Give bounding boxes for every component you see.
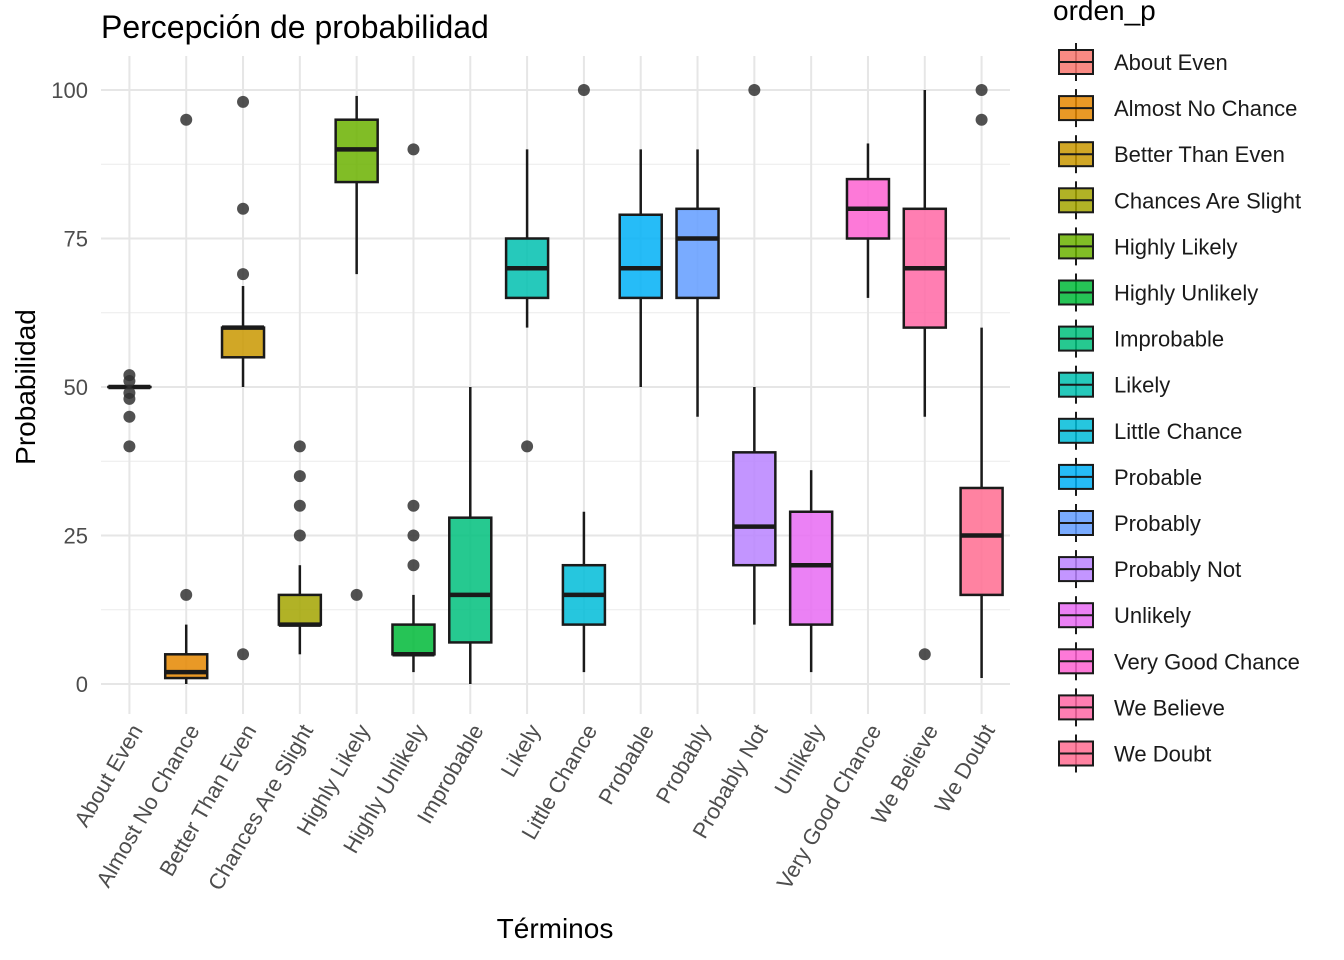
x-axis-title: Términos [497,913,614,944]
legend-label: Highly Unlikely [1114,281,1258,306]
outlier-point [407,499,420,512]
box-chances-are-slight [277,440,323,655]
legend-item: Unlikely [1058,596,1191,635]
box-unlikely [788,470,834,673]
outlier-point [521,440,534,453]
legend-item: Little Chance [1058,411,1242,450]
legend-item: Highly Unlikely [1058,273,1258,312]
outlier-point [350,588,363,601]
box-iqr [788,510,834,626]
legend-item: About Even [1058,43,1228,81]
outlier-point [123,375,136,388]
box-probably [675,149,720,417]
box-iqr [959,486,1004,597]
legend-label: Very Good Chance [1114,649,1300,674]
legend-label: Chances Are Slight [1114,188,1301,213]
box-we-doubt [959,84,1004,679]
box-iqr [277,593,323,626]
legend-label: Likely [1114,373,1170,398]
outlier-point [293,470,306,483]
legend-label: Highly Likely [1114,234,1238,259]
outlier-point [123,410,136,423]
box-iqr [448,516,493,644]
box-probably-not [732,84,777,625]
outlier-point [237,268,250,281]
y-tick-label: 25 [64,524,88,549]
legend: orden_p About Even Almost No Chance Better… [1053,0,1301,773]
legend-item: Probably Not [1058,550,1241,589]
outlier-point [918,648,931,661]
legend-item: Better Than Even [1058,135,1285,174]
box-iqr [732,451,777,567]
legend-item: Highly Likely [1058,227,1238,266]
legend-label: Better Than Even [1114,142,1285,167]
box-improbable [448,387,493,684]
legend-label: We Doubt [1114,742,1211,767]
y-tick-label: 50 [64,375,88,400]
legend-item: Almost No Chance [1058,89,1297,128]
legend-label: Probable [1114,465,1202,490]
outlier-point [293,529,306,542]
legend-title: orden_p [1053,0,1156,26]
legend-label: Improbable [1114,327,1224,352]
legend-item: Probable [1058,457,1202,496]
chart-title: Percepción de probabilidad [101,9,489,45]
box-iqr [675,207,720,300]
outlier-point [407,529,420,542]
outlier-point [975,84,988,96]
legend-item: Probably [1058,504,1201,542]
legend-item: Improbable [1058,319,1224,358]
outlier-point [293,499,306,512]
outlier-point [237,648,250,661]
outlier-point [293,440,306,453]
box-iqr [163,653,209,680]
box-very-good-chance [845,143,891,298]
y-tick-label: 100 [51,78,88,103]
box-about-even [107,369,152,453]
legend-item: Chances Are Slight [1058,181,1301,220]
y-axis-title: Probabilidad [10,309,41,465]
legend-label: Probably Not [1114,557,1241,582]
legend-item: We Believe [1058,688,1225,727]
outlier-point [123,440,136,453]
legend-label: We Believe [1114,695,1225,720]
legend-label: Little Chance [1114,419,1242,444]
outlier-point [237,95,250,108]
outlier-point [577,84,590,96]
outlier-point [123,392,136,405]
legend-label: About Even [1114,50,1228,75]
legend-label: Probably [1114,511,1201,536]
box-iqr [618,213,663,300]
outlier-point [180,113,193,126]
legend-item: We Doubt [1058,734,1211,773]
box-iqr [220,326,266,359]
box-little-chance [561,84,607,673]
box-likely [504,149,550,453]
box-better-than-even [220,95,266,661]
box-series-layer [107,84,1004,684]
legend-item: Very Good Chance [1058,642,1300,681]
outlier-point [180,588,193,601]
outlier-point [237,202,250,215]
legend-label: Unlikely [1114,603,1191,628]
y-axis: 0 25 50 75 100 [51,78,88,697]
outlier-point [975,113,988,126]
outlier-point [748,84,761,96]
outlier-point [407,559,420,572]
outlier-point [407,143,420,156]
box-highly-unlikely [391,143,436,673]
box-probable [618,149,663,387]
y-tick-label: 75 [64,227,88,252]
y-tick-label: 0 [76,672,88,697]
legend-label: Almost No Chance [1114,96,1297,121]
box-iqr [391,623,436,656]
legend-item: Likely [1058,365,1170,404]
box-almost-no-chance [163,113,209,684]
box-we-believe [902,90,948,661]
box-highly-likely [334,95,379,601]
